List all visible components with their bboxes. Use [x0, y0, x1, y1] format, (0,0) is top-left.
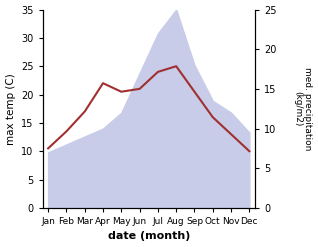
Y-axis label: med. precipitation
(kg/m2): med. precipitation (kg/m2)	[293, 67, 313, 150]
X-axis label: date (month): date (month)	[107, 231, 190, 242]
Y-axis label: max temp (C): max temp (C)	[5, 73, 16, 144]
